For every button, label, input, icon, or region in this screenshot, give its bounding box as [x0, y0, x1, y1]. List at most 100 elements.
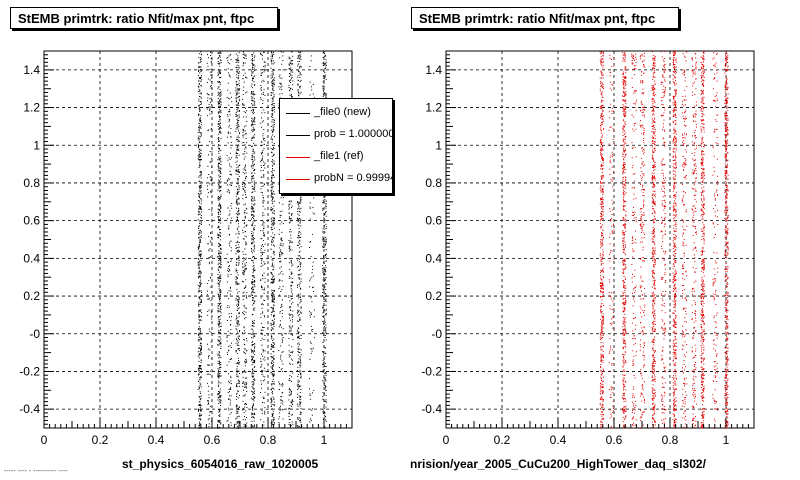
data-point [227, 89, 229, 91]
data-point [201, 371, 202, 373]
data-point [271, 292, 273, 294]
data-point [309, 218, 311, 220]
data-point [273, 103, 275, 104]
data-point [272, 85, 274, 87]
data-point [262, 215, 263, 217]
data-point [200, 283, 202, 285]
data-point [236, 406, 238, 408]
data-point [230, 259, 232, 261]
data-point [324, 415, 326, 417]
data-point [235, 398, 237, 400]
data-point [244, 179, 246, 181]
data-point [325, 292, 327, 294]
data-point [237, 251, 239, 253]
data-point [220, 258, 222, 260]
data-point [226, 335, 228, 337]
data-point [237, 192, 239, 193]
data-point [237, 84, 239, 86]
data-point [237, 303, 239, 305]
data-point [198, 153, 200, 155]
data-point [228, 234, 230, 235]
data-point [271, 289, 273, 291]
data-point [236, 193, 238, 195]
data-point [218, 187, 220, 189]
data-point [262, 201, 264, 203]
data-point [220, 73, 221, 74]
data-point [270, 104, 272, 106]
data-point [261, 166, 262, 168]
data-point [271, 165, 273, 167]
data-point [237, 166, 239, 168]
data-point [198, 404, 200, 406]
data-point [210, 62, 212, 64]
data-point [264, 162, 266, 164]
data-point [198, 69, 200, 71]
data-point [273, 398, 275, 400]
data-point [210, 332, 212, 334]
data-point [244, 190, 246, 192]
data-point [600, 117, 602, 119]
data-point [238, 140, 240, 142]
data-point [210, 55, 212, 56]
data-point [229, 269, 230, 271]
data-point [209, 331, 211, 332]
data-point [263, 339, 265, 340]
data-point [219, 388, 221, 390]
data-point [200, 200, 202, 202]
data-point [261, 303, 263, 305]
data-point [261, 262, 262, 264]
data-point [264, 335, 266, 336]
data-point [281, 312, 283, 314]
data-point [252, 161, 254, 163]
data-point [198, 247, 200, 249]
data-point [299, 57, 301, 59]
data-point [288, 295, 290, 297]
data-point [200, 53, 202, 55]
data-point [227, 188, 229, 190]
data-point [281, 77, 283, 79]
data-point [252, 355, 254, 357]
data-point [278, 389, 280, 390]
data-point [322, 228, 324, 230]
data-point [217, 256, 219, 258]
data-point [200, 156, 201, 158]
data-point [235, 423, 237, 425]
data-point [262, 51, 264, 53]
data-point [228, 382, 230, 384]
data-point [264, 68, 266, 70]
data-point [252, 77, 253, 79]
data-point [290, 260, 292, 262]
data-point [253, 372, 255, 374]
data-point [218, 385, 219, 387]
data-point [253, 63, 255, 65]
data-point [253, 270, 255, 272]
data-point [251, 211, 253, 213]
data-point [291, 281, 293, 283]
data-point [288, 216, 290, 218]
data-point [199, 117, 201, 119]
data-point [263, 66, 265, 67]
data-point [243, 182, 245, 184]
data-point [298, 332, 299, 334]
data-point [219, 127, 221, 128]
data-point [297, 393, 299, 395]
data-point [252, 257, 254, 258]
data-point [246, 91, 248, 93]
data-point [272, 131, 274, 133]
data-point [282, 401, 284, 403]
data-point [300, 225, 302, 227]
data-point [270, 324, 272, 326]
data-point [243, 271, 245, 273]
data-point [198, 190, 200, 192]
data-point [218, 216, 220, 218]
data-point [291, 214, 293, 216]
data-point [602, 288, 604, 290]
data-point [297, 244, 298, 246]
data-point [242, 89, 244, 91]
data-point [270, 371, 272, 373]
data-point [219, 360, 220, 362]
data-point [298, 342, 300, 344]
data-point [599, 203, 601, 205]
data-point [272, 69, 274, 70]
data-point [299, 311, 301, 313]
